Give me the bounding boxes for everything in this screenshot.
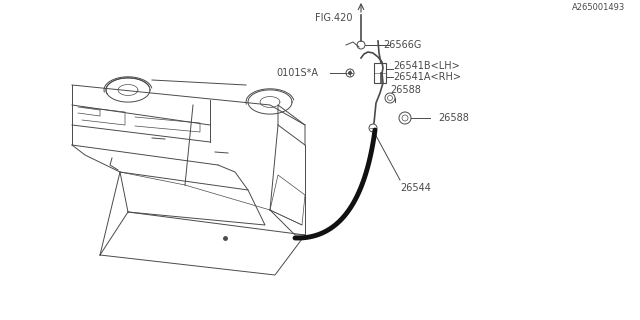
Text: 26541A<RH>: 26541A<RH> [393, 72, 461, 82]
Bar [374, 63, 386, 83]
Text: 26588: 26588 [390, 85, 421, 95]
Text: 26588: 26588 [438, 113, 469, 123]
Text: 0101S*A: 0101S*A [276, 68, 318, 78]
Text: FIG.420: FIG.420 [315, 13, 353, 23]
Text: 26566G: 26566G [383, 40, 421, 50]
Text: 26544: 26544 [400, 183, 431, 193]
Text: A265001493: A265001493 [572, 3, 625, 12]
Text: 26541B<LH>: 26541B<LH> [393, 61, 460, 71]
Circle shape [348, 71, 352, 75]
